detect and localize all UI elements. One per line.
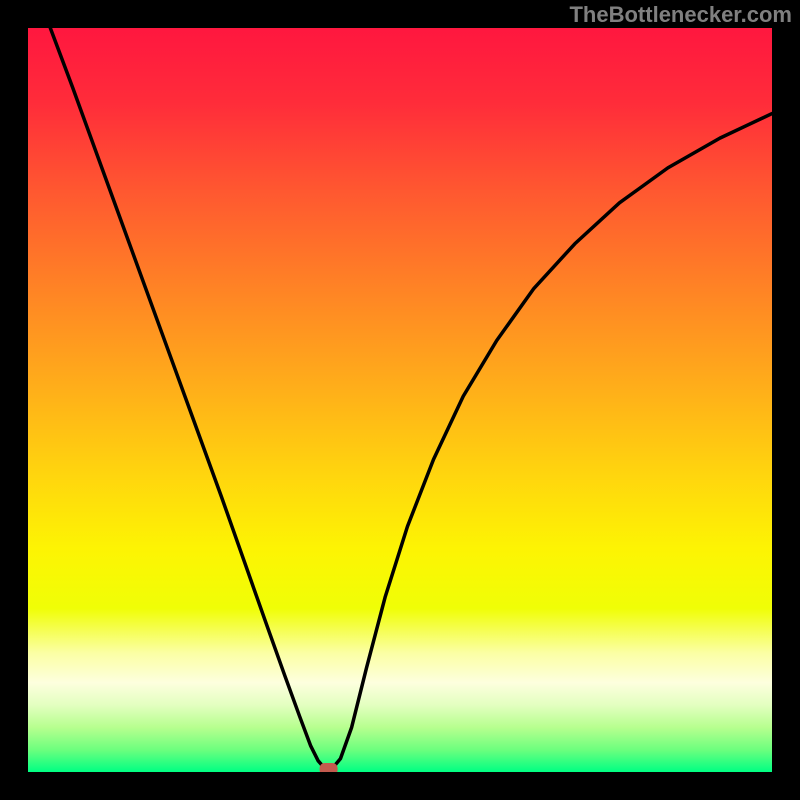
minimum-marker xyxy=(320,763,338,772)
watermark-text: TheBottlenecker.com xyxy=(569,2,792,28)
gradient-background xyxy=(28,28,772,772)
chart-svg xyxy=(28,28,772,772)
chart-frame xyxy=(0,0,800,800)
plot-area xyxy=(28,28,772,772)
